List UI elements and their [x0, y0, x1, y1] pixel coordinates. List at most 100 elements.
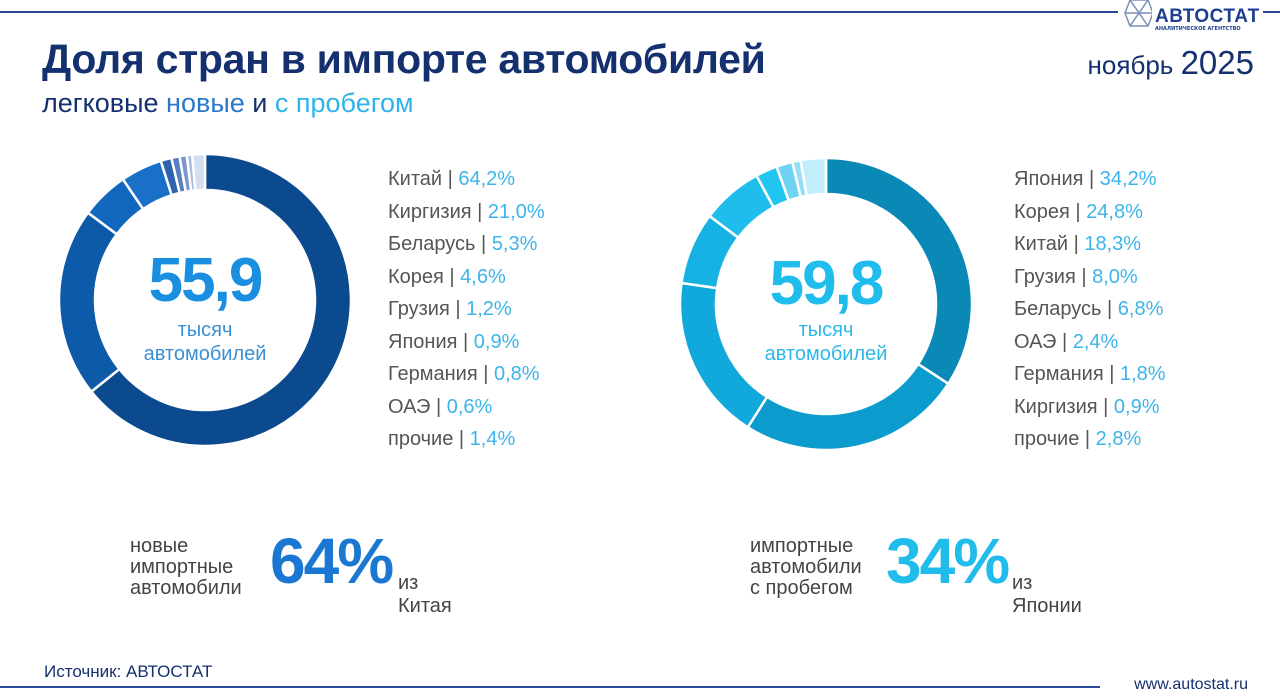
legend-item: Корея | 24,8%	[1014, 196, 1166, 229]
legend-value: 6,8%	[1117, 298, 1164, 320]
legend-item: Грузия | 8,0%	[1014, 261, 1166, 294]
legend-separator: |	[1068, 233, 1085, 255]
legend-country: Киргизия	[1014, 395, 1098, 418]
donut-slice-Корея	[746, 362, 951, 452]
legend-value: 64,2%	[458, 168, 516, 190]
subtitle-and: и	[252, 88, 268, 118]
legend-item: Япония | 0,9%	[388, 326, 545, 359]
legend-country: Китай	[1014, 233, 1069, 255]
legend-value: 1,8%	[1119, 363, 1166, 385]
legend-item: ОАЭ | 2,4%	[1014, 326, 1166, 359]
subtitle-prefix: легковые	[42, 88, 159, 118]
legend-country: Япония	[1014, 168, 1084, 190]
legend-separator: |	[457, 330, 474, 353]
date-month: ноябрь	[1087, 50, 1174, 80]
legend-separator: |	[1101, 298, 1118, 320]
legend-country: Грузия	[388, 298, 450, 320]
legend-value: 1,4%	[469, 428, 516, 450]
legend-item: Киргизия | 0,9%	[1014, 391, 1166, 424]
legend-country: Германия	[1014, 363, 1104, 385]
donut-chart-used	[678, 156, 974, 452]
legend-value: 24,8%	[1086, 200, 1143, 223]
legend-value: 2,8%	[1095, 428, 1142, 450]
center-unit-used: тысяч автомобилей	[706, 318, 946, 366]
autostat-logo-icon	[1124, 0, 1154, 27]
legend-item: прочие | 1,4%	[388, 423, 545, 456]
legend-item: Германия | 0,8%	[388, 358, 545, 391]
legend-country: Киргизия	[388, 200, 472, 223]
page-subtitle: легковые новые и с пробегом	[42, 88, 414, 119]
legend-separator: |	[443, 265, 461, 288]
note-label: новые импортные автомобили	[130, 536, 242, 599]
legend-value: 18,3%	[1084, 233, 1142, 255]
legend-separator: |	[449, 298, 467, 320]
note-line: автомобили	[750, 556, 862, 578]
legend-item: Беларусь | 6,8%	[1014, 293, 1166, 326]
legend-country: прочие	[388, 428, 454, 450]
legend-separator: |	[1083, 168, 1100, 190]
legend-separator: |	[1079, 428, 1096, 450]
donut-slice-прочие	[190, 152, 207, 192]
legend-item: Япония | 34,2%	[1014, 163, 1166, 196]
note-line: автомобили	[130, 577, 242, 599]
top-rule	[0, 11, 1118, 13]
legend-value: 8,0%	[1092, 265, 1138, 288]
logo-subtext: АНАЛИТИЧЕСКОЕ АГЕНТСТВО	[1155, 26, 1241, 32]
top-rule-right	[1258, 11, 1280, 13]
note-from: из Японии	[1012, 572, 1082, 617]
legend-item: Грузия | 1,2%	[388, 293, 545, 326]
donut-slice-прочие	[798, 156, 828, 198]
note-percent: 64%	[270, 525, 394, 597]
center-unit-line1: тысяч	[177, 319, 233, 341]
legend-country: Корея	[388, 265, 444, 288]
legend-value: 0,9%	[473, 330, 520, 353]
source-text: Источник: АВТОСТАТ	[44, 662, 213, 681]
center-value-used: 59,8	[769, 249, 885, 318]
center-value-new: 55,9	[148, 246, 264, 315]
legend-separator: |	[442, 168, 459, 190]
legend-separator: |	[477, 363, 494, 385]
donut-chart-new	[57, 152, 353, 448]
center-unit-line1: тысяч	[798, 319, 854, 341]
legend-item: ОАЭ | 0,6%	[388, 391, 545, 424]
legend-item: прочие | 2,8%	[1014, 423, 1166, 456]
legend-new: Китай | 64,2% Киргизия | 21,0% Беларусь | …	[388, 163, 545, 456]
legend-country: Беларусь	[388, 233, 476, 255]
legend-separator: |	[1075, 265, 1093, 288]
legend-item: Германия | 1,8%	[1014, 358, 1166, 391]
legend-separator: |	[430, 395, 447, 418]
report-date: ноябрь 2025	[1088, 44, 1254, 82]
legend-value: 34,2%	[1099, 168, 1157, 190]
note-percent: 34%	[886, 525, 1010, 597]
note-line: новые	[130, 535, 189, 557]
legend-value: 4,6%	[460, 265, 506, 288]
legend-country: Корея	[1014, 200, 1070, 223]
legend-item: Китай | 18,3%	[1014, 228, 1166, 261]
legend-value: 5,3%	[491, 233, 538, 255]
legend-separator: |	[1103, 363, 1120, 385]
legend-value: 0,6%	[446, 395, 493, 418]
center-unit-new: тысяч автомобилей	[85, 318, 325, 366]
subtitle-new: новые	[166, 88, 245, 118]
note-line: импортные	[130, 556, 234, 578]
legend-value: 0,8%	[493, 363, 540, 385]
legend-country: Япония	[388, 330, 458, 353]
legend-item: Корея | 4,6%	[388, 261, 545, 294]
legend-separator: |	[471, 200, 488, 223]
legend-used: Япония | 34,2% Корея | 24,8% Китай | 18,3%…	[1014, 163, 1166, 456]
legend-country: Грузия	[1014, 265, 1076, 288]
page-title: Доля стран в импорте автомобилей	[42, 36, 766, 82]
legend-country: ОАЭ	[388, 395, 431, 418]
legend-country: ОАЭ	[1014, 330, 1057, 353]
legend-value: 0,9%	[1113, 395, 1160, 418]
legend-value: 2,4%	[1072, 330, 1119, 353]
legend-country: Беларусь	[1014, 298, 1102, 320]
note-label: импортные автомобили с пробегом	[750, 536, 862, 599]
note-line: с пробегом	[750, 577, 853, 599]
center-unit-line2: автомобилей	[143, 343, 267, 365]
legend-item: Беларусь | 5,3%	[388, 228, 545, 261]
legend-separator: |	[1056, 330, 1073, 353]
bottom-rule	[0, 686, 1100, 688]
website-link[interactable]: www.autostat.ru	[1134, 676, 1248, 693]
